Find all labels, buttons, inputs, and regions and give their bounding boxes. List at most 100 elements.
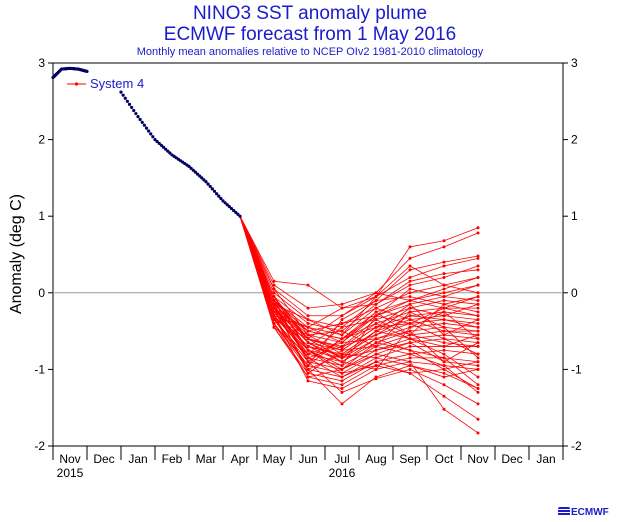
forecast-member-point	[374, 348, 378, 352]
forecast-member-point	[442, 329, 446, 333]
forecast-member-point	[408, 268, 412, 272]
forecast-member-point	[340, 333, 344, 337]
observed-series	[51, 66, 242, 218]
forecast-member-line	[239, 216, 479, 363]
forecast-member-point	[340, 318, 344, 322]
forecast-member-point	[442, 275, 446, 279]
forecast-member-point	[476, 295, 480, 299]
forecast-member-point	[408, 256, 412, 260]
forecast-member-point	[476, 375, 480, 379]
forecast-member-point	[374, 364, 378, 368]
forecast-plume	[239, 216, 480, 435]
forecast-member-point	[374, 356, 378, 360]
forecast-member-point	[306, 344, 310, 348]
forecast-member-point	[340, 352, 344, 356]
forecast-member-point	[340, 325, 344, 329]
forecast-member-line	[239, 216, 479, 367]
forecast-member-point	[442, 321, 446, 325]
forecast-member-point	[442, 337, 446, 341]
forecast-member-point	[442, 260, 446, 264]
forecast-member-point	[476, 333, 480, 337]
forecast-member-point	[306, 360, 310, 364]
forecast-member-line	[239, 216, 479, 344]
forecast-member-point	[476, 306, 480, 310]
forecast-member-point	[408, 337, 412, 341]
forecast-member-point	[476, 390, 480, 394]
forecast-member-point	[442, 306, 446, 310]
forecast-member-line	[239, 216, 479, 355]
y-tick-label-left: 0	[38, 286, 45, 300]
observed-point	[130, 105, 134, 110]
forecast-member-point	[374, 295, 378, 299]
x-year-label: 2015	[57, 466, 84, 480]
forecast-member-point	[340, 344, 344, 348]
x-tick-label: Mar	[196, 452, 217, 466]
forecast-member-line	[239, 216, 479, 332]
forecast-member-line	[239, 216, 479, 359]
forecast-member-point	[442, 264, 446, 268]
forecast-member-point	[408, 287, 412, 291]
forecast-member-point	[408, 352, 412, 356]
observed-point	[187, 164, 191, 169]
observed-point	[232, 208, 236, 213]
forecast-member-point	[272, 287, 276, 291]
forecast-member-line	[239, 216, 479, 367]
plot-frame	[52, 62, 564, 447]
forecast-member-line	[239, 216, 479, 374]
x-tick-label: Aug	[365, 452, 386, 466]
forecast-member-point	[476, 387, 480, 391]
forecast-member-point	[306, 321, 310, 325]
x-tick-label: Jan	[128, 452, 147, 466]
y-axis-label: Anomaly (deg C)	[8, 193, 25, 315]
forecast-member-point	[306, 337, 310, 341]
forecast-member-point	[476, 298, 480, 302]
forecast-member-point	[340, 371, 344, 375]
observed-point	[236, 212, 240, 216]
forecast-member-point	[476, 314, 480, 318]
forecast-member-line	[239, 216, 479, 351]
forecast-member-point	[340, 375, 344, 379]
forecast-member-point	[340, 356, 344, 360]
forecast-member-point	[476, 341, 480, 345]
y-tick-label-right: -1	[571, 362, 582, 376]
observed-point	[142, 123, 146, 127]
observed-point	[200, 176, 204, 180]
axes: -2 -2 -1 -1 0 0 1 1 2 2 3 3 Nov Dec Jan Feb Mar Apr May Jun…	[34, 56, 582, 480]
forecast-member-point	[340, 387, 344, 391]
x-tick-label: Jan	[536, 452, 555, 466]
y-tick-label-right: 1	[571, 209, 578, 223]
forecast-member-line	[239, 216, 479, 332]
observed-point	[132, 108, 136, 113]
forecast-member-point	[408, 298, 412, 302]
forecast-member-line	[239, 216, 479, 405]
forecast-member-point	[306, 379, 310, 383]
forecast-member-point	[408, 302, 412, 306]
forecast-member-point	[408, 306, 412, 310]
forecast-member-point	[442, 394, 446, 398]
chart-note: Monthly mean anomalies relative to NCEP …	[136, 46, 484, 58]
forecast-member-point	[476, 402, 480, 406]
forecast-member-point	[340, 348, 344, 352]
forecast-member-point	[442, 310, 446, 314]
forecast-member-point	[476, 310, 480, 314]
forecast-member-point	[476, 337, 480, 341]
observed-point	[208, 184, 212, 189]
forecast-member-point	[442, 383, 446, 387]
forecast-member-point	[306, 375, 310, 379]
forecast-member-point	[306, 364, 310, 368]
observed-point	[234, 210, 238, 214]
forecast-member-point	[340, 302, 344, 306]
forecast-member-point	[476, 344, 480, 348]
forecast-member-point	[476, 321, 480, 325]
forecast-member-point	[476, 254, 480, 258]
x-tick-label: Dec	[93, 452, 114, 466]
forecast-member-point	[476, 367, 480, 371]
forecast-member-point	[306, 356, 310, 360]
ecmwf-logo-icon	[558, 507, 570, 516]
forecast-member-point	[476, 318, 480, 322]
forecast-member-point	[374, 291, 378, 295]
forecast-member-point	[476, 431, 480, 435]
forecast-member-point	[442, 360, 446, 364]
forecast-member-point	[476, 325, 480, 329]
forecast-member-point	[442, 367, 446, 371]
